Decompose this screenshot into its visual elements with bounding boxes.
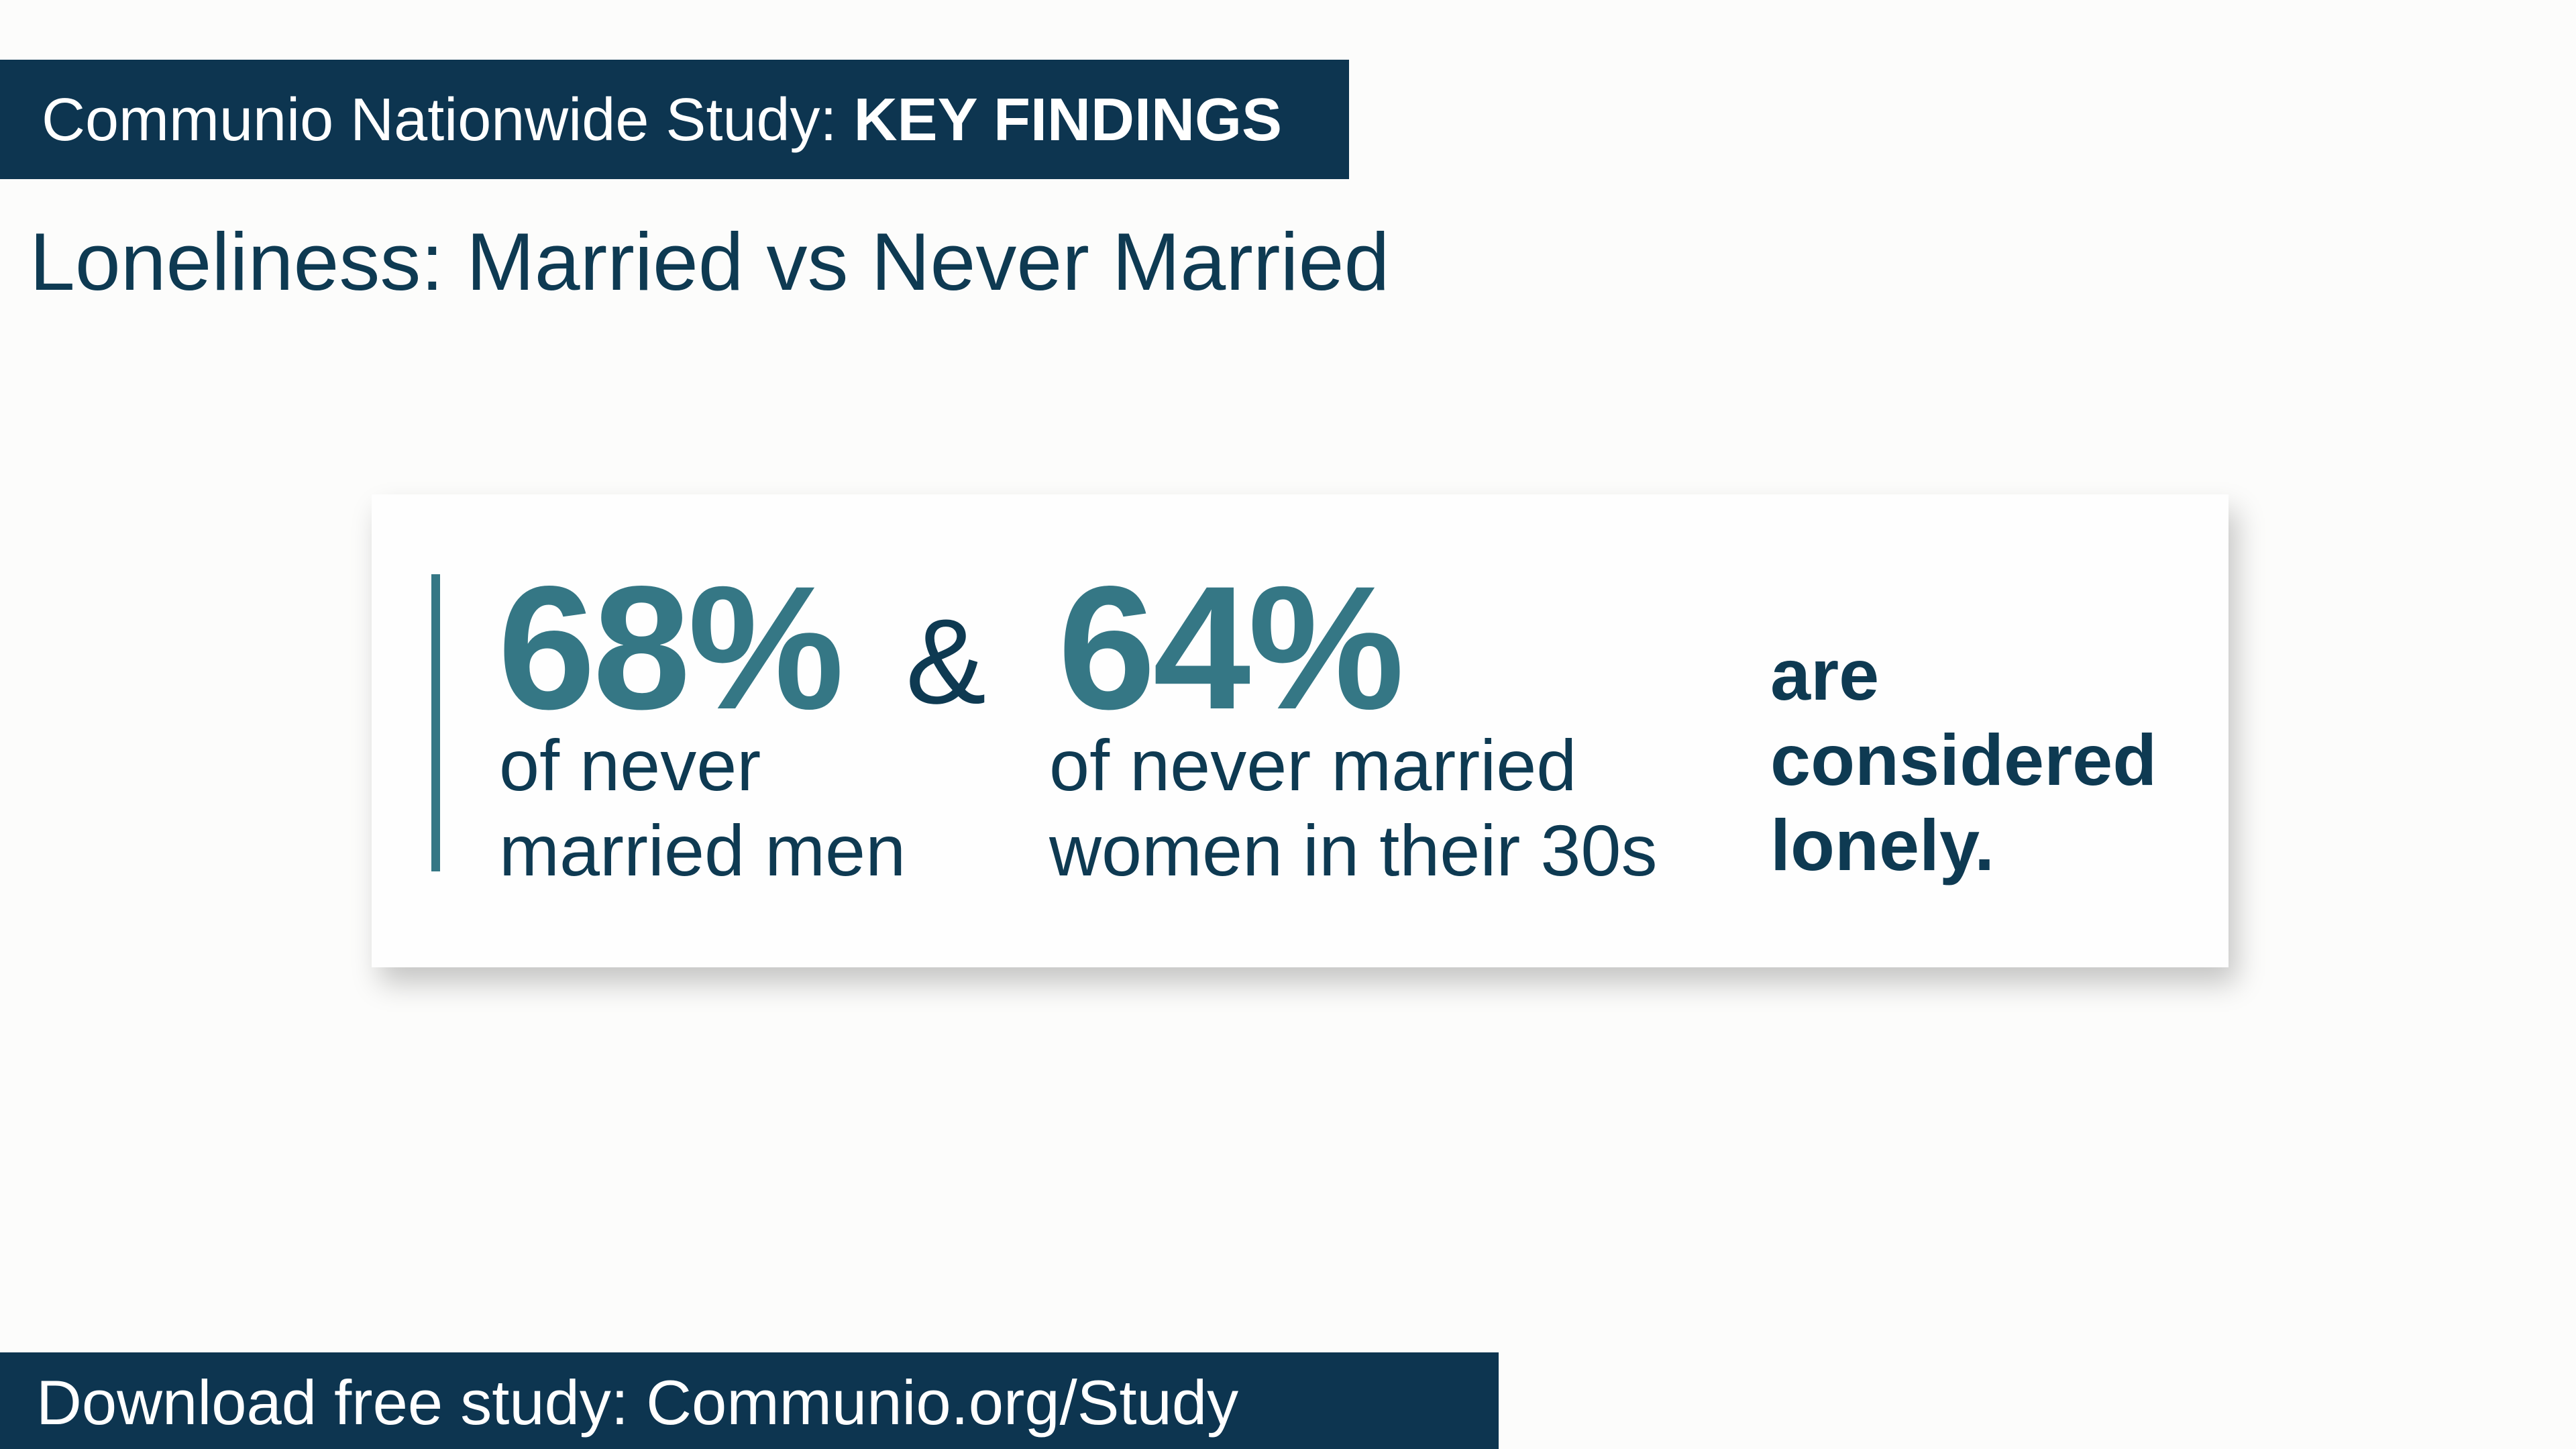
conclusion-text: are considered lonely.	[1770, 632, 2157, 888]
header-banner: Communio Nationwide Study: KEY FINDINGS	[0, 60, 1349, 179]
header-emphasis: KEY FINDINGS	[853, 87, 1282, 154]
page-title: Loneliness: Married vs Never Married	[30, 216, 1390, 307]
caption-line: women in their 30s	[1049, 810, 1658, 891]
footer-banner: Download free study: Communio.org/Study	[0, 1352, 1499, 1449]
stat-women-value: 64%	[1058, 549, 1404, 746]
header-title: Communio Nationwide Study: KEY FINDINGS	[42, 87, 1282, 154]
conclusion-line: lonely.	[1770, 804, 1995, 885]
accent-bar	[431, 574, 440, 871]
conclusion-line: considered	[1770, 719, 2157, 800]
caption-line: married men	[499, 810, 906, 891]
caption-line: of never married	[1049, 724, 1577, 806]
caption-line: of never	[499, 724, 761, 806]
conclusion-line: are	[1770, 634, 1880, 715]
stat-men-caption: of never married men	[499, 722, 906, 893]
key-finding-card: 68% & 64% of never married men of never …	[372, 494, 2229, 967]
ampersand: &	[906, 594, 987, 729]
header-prefix: Communio Nationwide Study:	[42, 87, 854, 154]
download-link-text: Download free study: Communio.org/Study	[36, 1367, 1239, 1438]
stat-men-value: 68%	[498, 549, 844, 746]
stat-women-caption: of never married women in their 30s	[1049, 722, 1657, 893]
